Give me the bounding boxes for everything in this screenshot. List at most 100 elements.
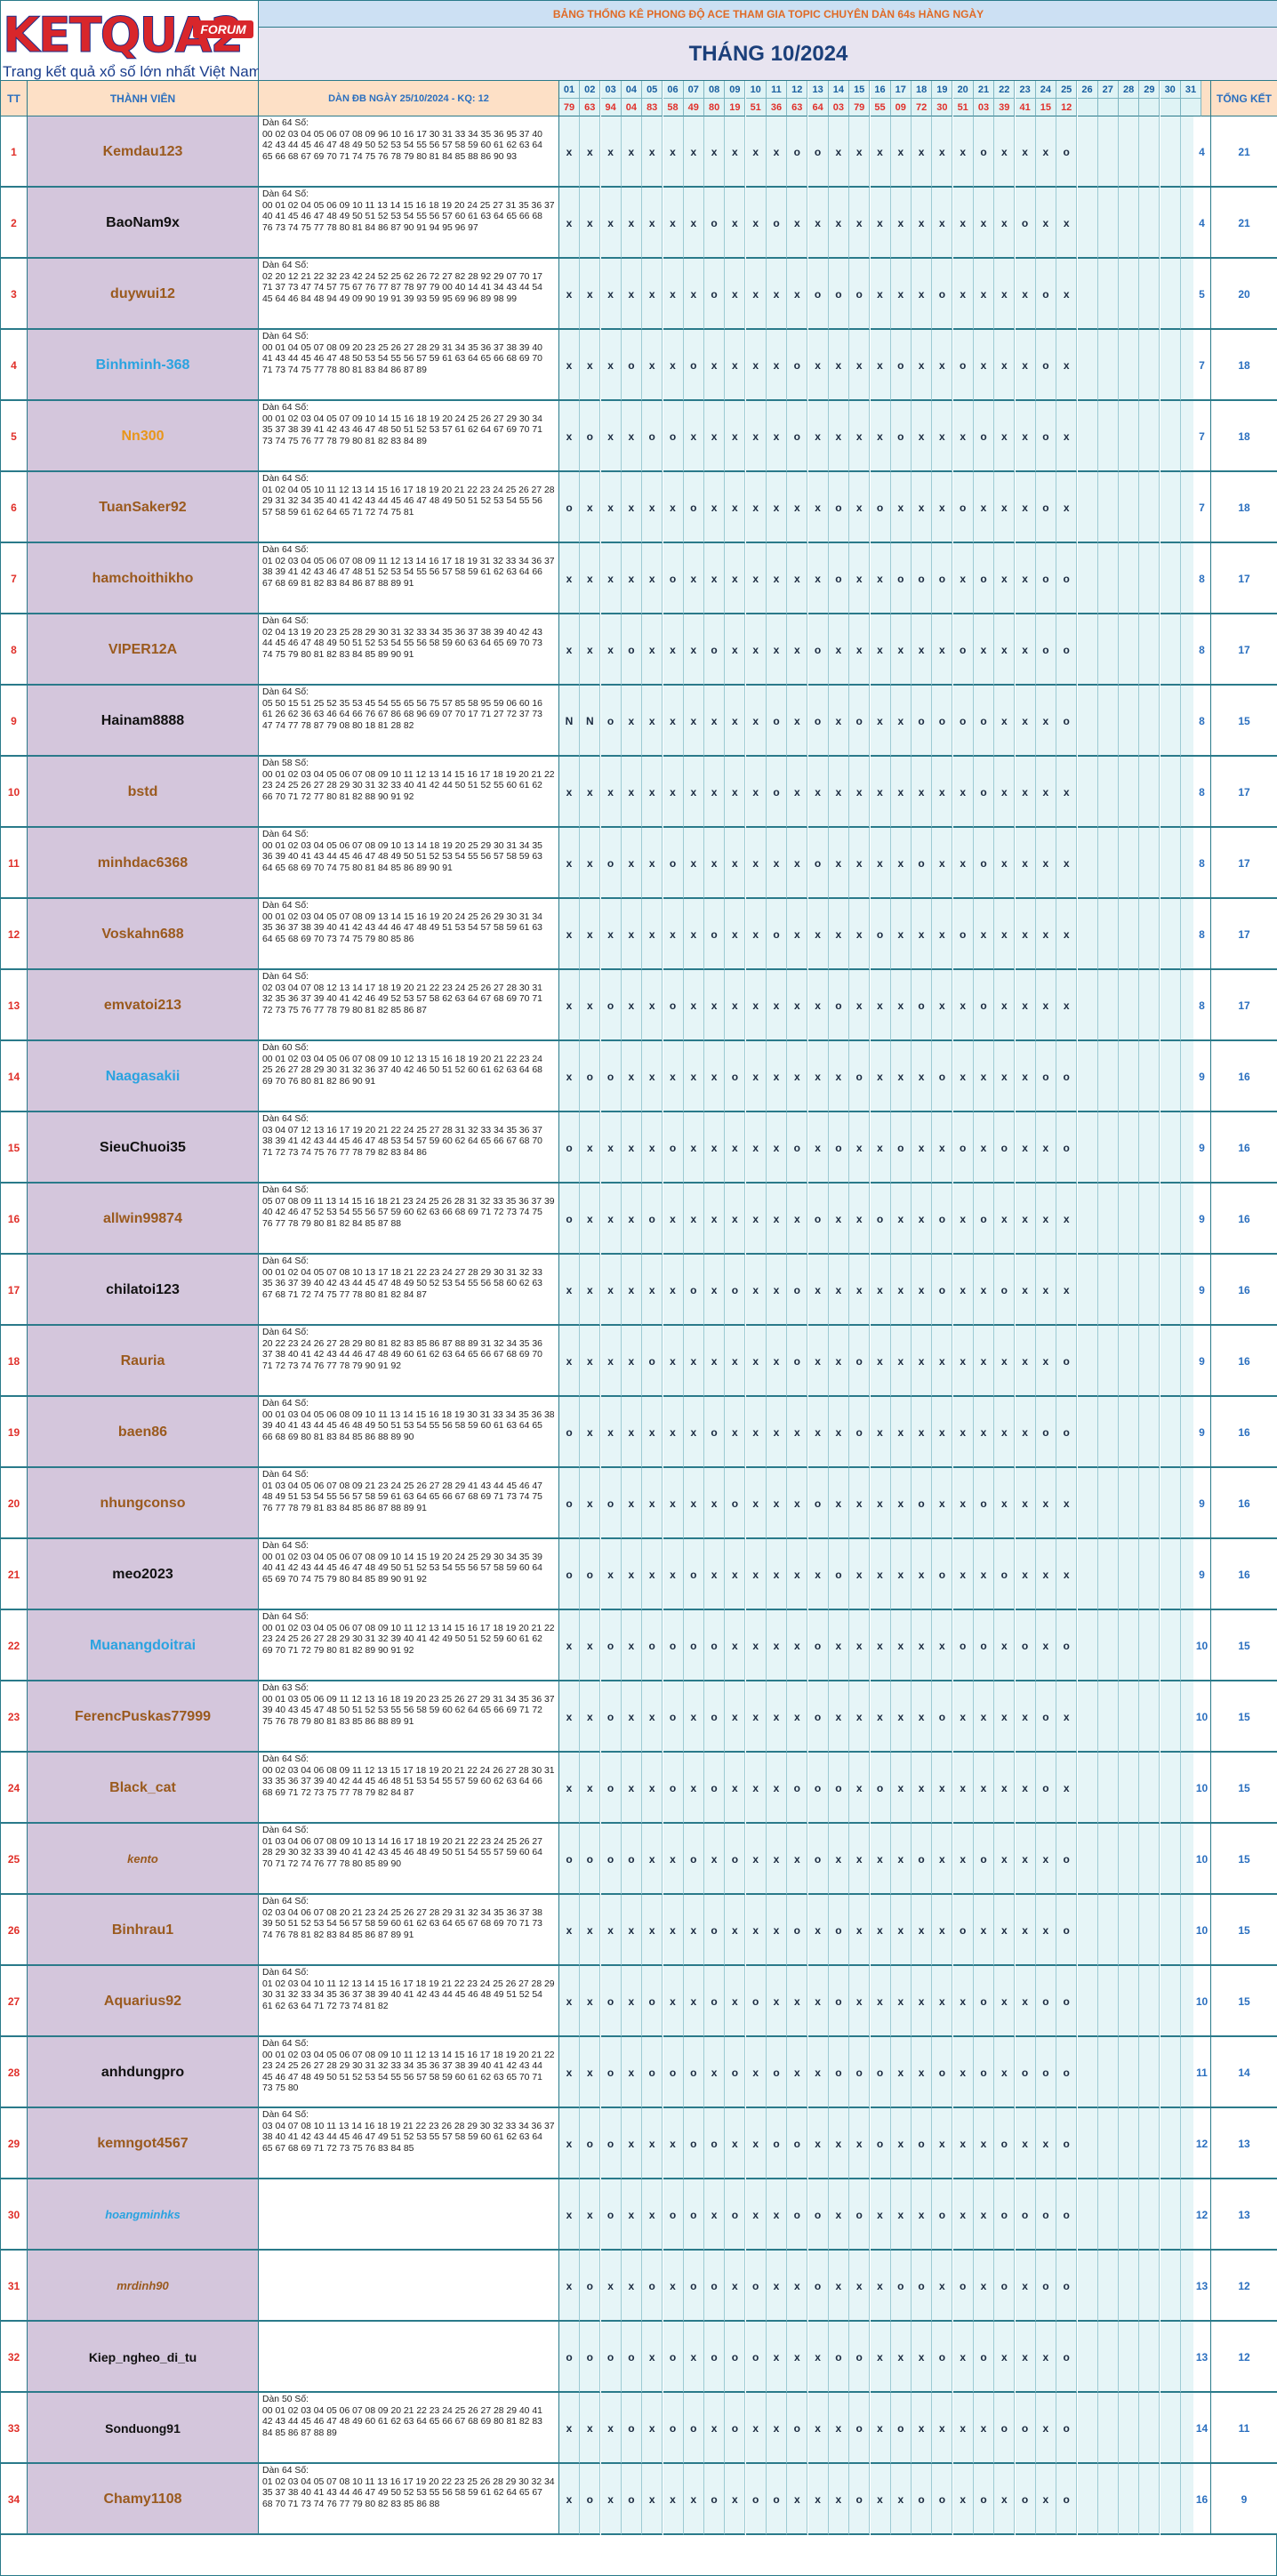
- day-result: 51: [745, 99, 767, 116]
- day-mark: o: [974, 970, 994, 1041]
- day-mark: [1077, 1326, 1098, 1397]
- day-mark: x: [974, 2108, 994, 2179]
- day-mark: x: [621, 543, 642, 614]
- day-mark: [1139, 686, 1161, 757]
- day-mark: x: [807, 1326, 829, 1397]
- day-mark: o: [683, 1255, 704, 1326]
- day-mark: x: [1035, 1326, 1056, 1397]
- member-name: FerencPuskas77999: [28, 1681, 259, 1753]
- day-mark: [1077, 1610, 1098, 1681]
- day-mark: x: [580, 2393, 601, 2464]
- day-mark: o: [974, 828, 994, 899]
- day-mark: o: [787, 1895, 808, 1966]
- day-mark: x: [1035, 188, 1056, 259]
- day-mark: o: [849, 2179, 871, 2251]
- day-mark: x: [725, 472, 746, 543]
- day-mark: x: [932, 472, 953, 543]
- day-mark: [1119, 1895, 1140, 1966]
- day-mark: x: [890, 1681, 912, 1753]
- day-mark: x: [704, 1112, 726, 1184]
- day-mark: x: [767, 1824, 787, 1895]
- miss-count: 9: [1193, 1468, 1211, 1539]
- miss-count: 8: [1193, 543, 1211, 614]
- day-mark: x: [1015, 899, 1036, 970]
- day-mark: o: [704, 1753, 726, 1824]
- day-mark: x: [912, 1610, 933, 1681]
- day-mark: [1119, 1753, 1140, 1824]
- day-mark: x: [704, 1041, 726, 1112]
- day-mark: x: [704, 828, 726, 899]
- day-header: 08: [704, 81, 726, 99]
- day-mark: x: [1056, 899, 1078, 970]
- day-mark: o: [1056, 1895, 1078, 1966]
- day-mark: [1077, 1184, 1098, 1255]
- day-mark: [1160, 1824, 1181, 1895]
- dan-cell: Dàn 64 Số: 00 01 02 04 05 07 08 10 13 17 …: [259, 1255, 559, 1326]
- miss-count: 8: [1193, 757, 1211, 828]
- dan-cell: Dàn 64 Số: 00 01 02 03 04 05 07 09 10 14 …: [259, 401, 559, 472]
- day-mark: x: [580, 1895, 601, 1966]
- day-mark: x: [1015, 757, 1036, 828]
- hit-total: 18: [1211, 472, 1277, 543]
- day-mark: x: [849, 1753, 871, 1824]
- day-mark: o: [828, 2037, 849, 2108]
- dan-numbers: 03 04 07 12 13 16 17 19 20 21 22 24 25 2…: [262, 1125, 542, 1158]
- day-mark: x: [683, 2464, 704, 2535]
- day-mark: x: [828, 1184, 849, 1255]
- day-mark: x: [870, 1041, 891, 1112]
- member-name: kemngot4567: [28, 2108, 259, 2179]
- day-mark: [1119, 2322, 1140, 2393]
- day-mark: x: [912, 188, 933, 259]
- member-name: Rauria: [28, 1326, 259, 1397]
- day-mark: x: [559, 2037, 580, 2108]
- day-mark: x: [1015, 330, 1036, 401]
- dan-title: Dàn 64 Số:: [262, 2039, 309, 2049]
- day-mark: x: [704, 472, 726, 543]
- day-result: 03: [828, 99, 849, 116]
- day-mark: x: [912, 1041, 933, 1112]
- day-mark: x: [974, 1539, 994, 1610]
- member-name: minhdac6368: [28, 828, 259, 899]
- miss-count: 9: [1193, 1112, 1211, 1184]
- logo-forum-badge: FORUM: [193, 20, 253, 38]
- day-mark: x: [932, 188, 953, 259]
- day-header: 22: [994, 81, 1016, 99]
- day-mark: x: [559, 614, 580, 686]
- member-name: chilatoi123: [28, 1255, 259, 1326]
- day-mark: x: [849, 899, 871, 970]
- day-mark: o: [994, 2108, 1016, 2179]
- day-mark: x: [745, 686, 767, 757]
- day-mark: x: [807, 543, 829, 614]
- day-mark: x: [974, 1112, 994, 1184]
- day-mark: x: [994, 188, 1016, 259]
- day-mark: x: [994, 686, 1016, 757]
- day-header: 28: [1119, 81, 1140, 99]
- day-mark: x: [1035, 1468, 1056, 1539]
- hit-total: 17: [1211, 757, 1277, 828]
- day-mark: o: [704, 1397, 726, 1468]
- hit-total: 15: [1211, 1895, 1277, 1966]
- day-mark: x: [683, 1184, 704, 1255]
- day-mark: x: [745, 1753, 767, 1824]
- day-mark: x: [683, 116, 704, 188]
- day-mark: x: [663, 614, 684, 686]
- header-dan: DÀN ĐB NGÀY 25/10/2024 - KQ: 12: [259, 81, 559, 116]
- day-mark: x: [932, 1468, 953, 1539]
- day-mark: o: [745, 1966, 767, 2037]
- day-mark: o: [952, 2251, 974, 2322]
- day-mark: o: [912, 2464, 933, 2535]
- dan-title: Dàn 64 Số:: [262, 972, 309, 982]
- day-mark: o: [683, 472, 704, 543]
- dan-cell: Dàn 64 Số: 01 02 03 04 05 06 07 08 09 11 …: [259, 543, 559, 614]
- day-mark: o: [1015, 2393, 1036, 2464]
- day-header: 09: [725, 81, 746, 99]
- day-mark: x: [994, 1610, 1016, 1681]
- day-mark: [1119, 1326, 1140, 1397]
- day-mark: o: [580, 2108, 601, 2179]
- miss-count: 10: [1193, 1610, 1211, 1681]
- day-header: 15: [849, 81, 871, 99]
- hit-total: 16: [1211, 1539, 1277, 1610]
- day-mark: x: [559, 2393, 580, 2464]
- day-mark: x: [870, 116, 891, 188]
- day-mark: [1097, 1895, 1119, 1966]
